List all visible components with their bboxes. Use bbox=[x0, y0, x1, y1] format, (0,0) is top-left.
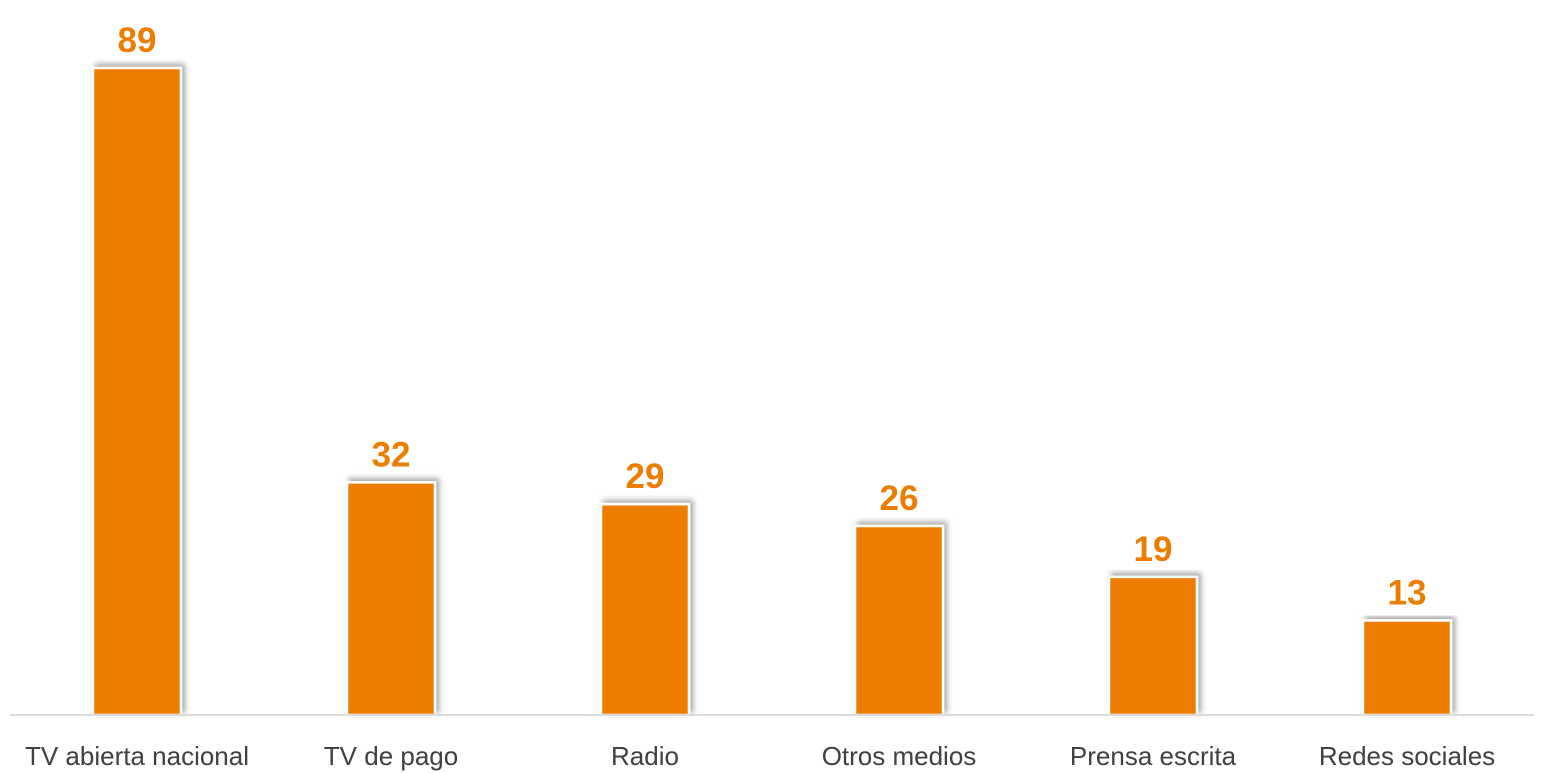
bar-1 bbox=[91, 66, 183, 717]
value-label-5: 19 bbox=[1134, 530, 1173, 569]
bar-6 bbox=[1361, 619, 1453, 717]
category-labels-layer: TV abierta nacional TV de pago Radio Otros … bbox=[25, 741, 1495, 771]
value-label-1: 89 bbox=[118, 21, 157, 60]
bar-2 bbox=[345, 481, 437, 717]
value-label-3: 29 bbox=[626, 457, 665, 496]
category-label-5: Prensa escrita bbox=[1070, 741, 1237, 771]
value-label-4: 26 bbox=[880, 479, 919, 518]
category-label-3: Radio bbox=[611, 741, 679, 771]
bar-5 bbox=[1107, 575, 1199, 717]
category-label-6: Redes sociales bbox=[1319, 741, 1495, 771]
category-label-1: TV abierta nacional bbox=[25, 741, 249, 771]
bars-layer bbox=[91, 66, 1453, 717]
value-label-6: 13 bbox=[1388, 574, 1427, 613]
value-label-2: 32 bbox=[372, 435, 411, 474]
value-labels-layer: 89 32 29 26 19 13 bbox=[118, 21, 1427, 613]
bar-3 bbox=[599, 502, 691, 717]
bar-4 bbox=[853, 524, 945, 717]
category-label-4: Otros medios bbox=[822, 741, 977, 771]
category-label-2: TV de pago bbox=[324, 741, 458, 771]
